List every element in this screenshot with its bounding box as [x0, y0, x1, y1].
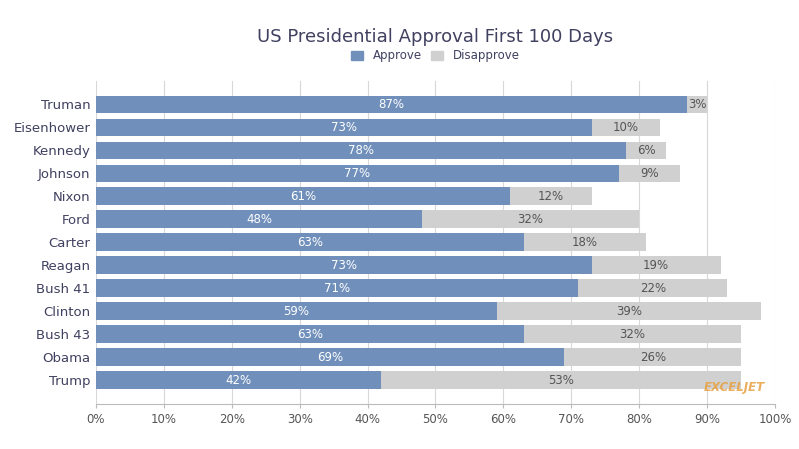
Bar — [564, 348, 741, 366]
Text: 63%: 63% — [296, 236, 323, 249]
Bar — [510, 188, 591, 206]
Bar — [591, 119, 659, 136]
Text: 19%: 19% — [643, 259, 670, 272]
Bar — [96, 211, 422, 229]
Bar — [591, 256, 721, 274]
Text: 6%: 6% — [637, 144, 655, 157]
Bar — [96, 164, 619, 182]
Text: 9%: 9% — [640, 167, 658, 180]
Text: 32%: 32% — [619, 328, 646, 341]
Bar — [422, 211, 639, 229]
Text: 73%: 73% — [331, 121, 357, 134]
Bar — [381, 371, 741, 389]
Bar — [578, 279, 727, 297]
Bar — [96, 348, 564, 366]
Bar — [96, 256, 591, 274]
Bar — [96, 233, 524, 251]
Bar — [96, 279, 578, 297]
Bar — [96, 96, 687, 114]
Text: 10%: 10% — [613, 121, 638, 134]
Bar — [96, 188, 510, 206]
Bar — [496, 303, 761, 321]
Bar — [626, 141, 666, 159]
Text: 63%: 63% — [296, 328, 323, 341]
Text: 3%: 3% — [688, 98, 706, 111]
Text: 69%: 69% — [317, 351, 344, 364]
Text: 71%: 71% — [324, 282, 350, 295]
Legend: Approve, Disapprove: Approve, Disapprove — [347, 45, 524, 67]
Bar — [687, 96, 707, 114]
Text: 59%: 59% — [283, 305, 309, 318]
Text: 87%: 87% — [378, 98, 404, 111]
Bar — [96, 303, 496, 321]
Text: EXCELJET: EXCELJET — [704, 381, 765, 394]
Text: 48%: 48% — [246, 213, 272, 226]
Text: 77%: 77% — [344, 167, 371, 180]
Text: 39%: 39% — [616, 305, 642, 318]
Text: 61%: 61% — [290, 190, 316, 203]
Title: US Presidential Approval First 100 Days: US Presidential Approval First 100 Days — [257, 28, 614, 46]
Text: 22%: 22% — [640, 282, 666, 295]
Text: 78%: 78% — [348, 144, 374, 157]
Bar — [96, 141, 626, 159]
Bar — [524, 233, 646, 251]
Bar — [524, 326, 741, 343]
Text: 32%: 32% — [518, 213, 543, 226]
Text: 18%: 18% — [572, 236, 598, 249]
Text: 53%: 53% — [548, 374, 574, 387]
Bar — [96, 371, 381, 389]
Text: 26%: 26% — [640, 351, 666, 364]
Bar — [619, 164, 680, 182]
Text: 73%: 73% — [331, 259, 357, 272]
Bar — [96, 119, 591, 136]
Text: 12%: 12% — [538, 190, 564, 203]
Text: 42%: 42% — [225, 374, 252, 387]
Bar — [96, 326, 524, 343]
